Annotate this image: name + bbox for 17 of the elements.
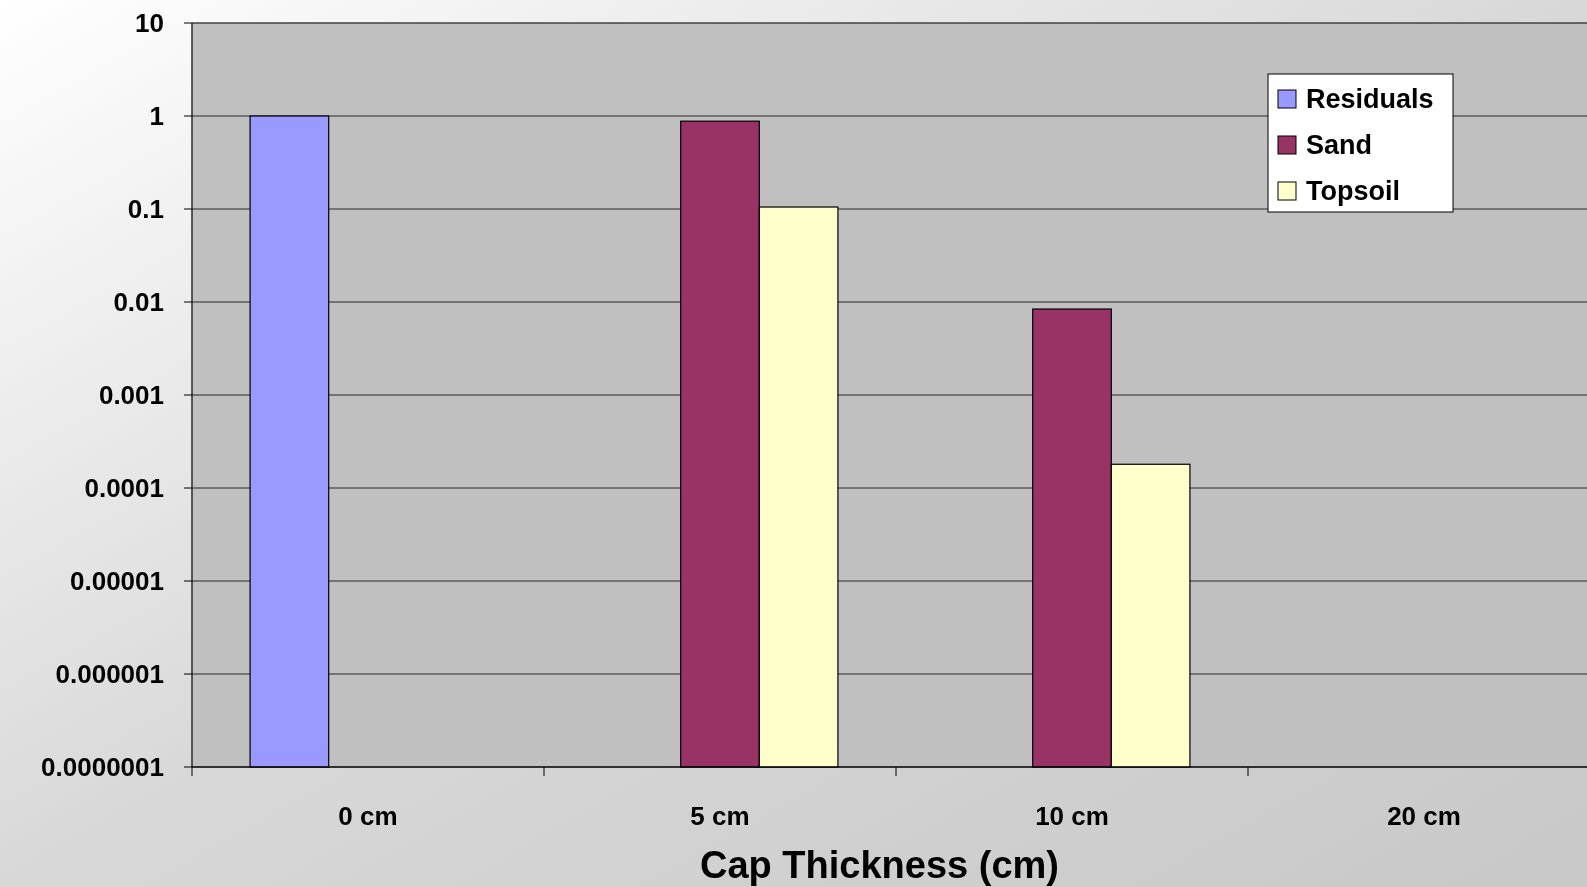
- y-tick-label: 0.001: [98, 380, 164, 411]
- y-tick-label: 0.0001: [84, 473, 164, 504]
- y-tick-label: 0.01: [113, 287, 164, 318]
- y-tick-label: 0.00001: [70, 566, 164, 597]
- legend-label: Sand: [1306, 130, 1373, 161]
- y-tick-label: 0.1: [127, 194, 164, 225]
- x-tick-label: 0 cm: [338, 801, 398, 831]
- x-tick-label: 20 cm: [1387, 801, 1461, 831]
- y-tick-label: 0.0000001: [41, 752, 164, 783]
- x-tick-label: 10 cm: [1035, 801, 1109, 831]
- x-axis-title: Cap Thickness (cm): [700, 844, 1059, 886]
- y-tick-label: 10: [135, 8, 164, 39]
- legend-label: Topsoil: [1306, 176, 1400, 207]
- y-tick-label: 0.000001: [55, 659, 164, 690]
- x-tick-label: 5 cm: [690, 801, 750, 831]
- legend-label: Residuals: [1306, 84, 1434, 115]
- y-tick-label: 1: [149, 101, 164, 132]
